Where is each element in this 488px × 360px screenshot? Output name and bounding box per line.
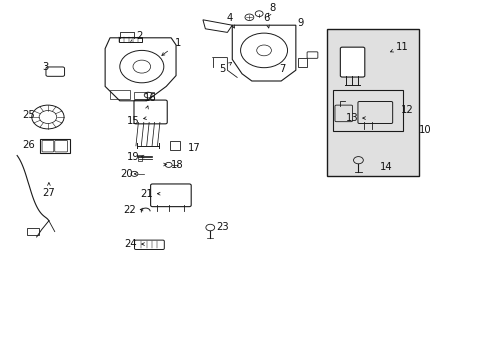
Text: 27: 27 <box>42 188 55 198</box>
Text: 18: 18 <box>170 159 183 170</box>
Bar <box>110 90 129 99</box>
Bar <box>40 139 70 153</box>
FancyBboxPatch shape <box>340 47 364 77</box>
Bar <box>326 29 418 176</box>
Bar <box>134 92 154 99</box>
Text: 24: 24 <box>124 239 137 249</box>
Text: 22: 22 <box>123 204 136 215</box>
Text: 1: 1 <box>175 38 182 48</box>
Text: 4: 4 <box>226 13 232 23</box>
Text: 10: 10 <box>418 125 431 135</box>
Text: 20: 20 <box>120 169 132 179</box>
Text: 23: 23 <box>216 222 228 232</box>
Text: 11: 11 <box>395 42 407 52</box>
Text: 14: 14 <box>379 162 392 172</box>
Bar <box>332 90 403 131</box>
Text: 17: 17 <box>188 143 201 153</box>
Text: 21: 21 <box>140 189 153 199</box>
Text: 19: 19 <box>126 152 139 162</box>
Text: 7: 7 <box>279 64 285 74</box>
Text: 16: 16 <box>144 93 157 103</box>
Text: 5: 5 <box>219 64 225 74</box>
Bar <box>298 58 306 67</box>
Text: 8: 8 <box>269 3 275 13</box>
Text: 2: 2 <box>136 31 142 41</box>
Text: 12: 12 <box>400 105 412 115</box>
Bar <box>27 228 39 235</box>
Text: 15: 15 <box>126 116 139 126</box>
Text: 6: 6 <box>263 13 269 23</box>
Bar <box>170 141 180 150</box>
Text: 26: 26 <box>22 140 35 150</box>
Text: 13: 13 <box>345 113 358 123</box>
Bar <box>138 155 142 161</box>
Text: 9: 9 <box>297 18 304 28</box>
Bar <box>119 37 142 42</box>
Text: 3: 3 <box>42 62 48 72</box>
Text: 25: 25 <box>22 110 35 120</box>
